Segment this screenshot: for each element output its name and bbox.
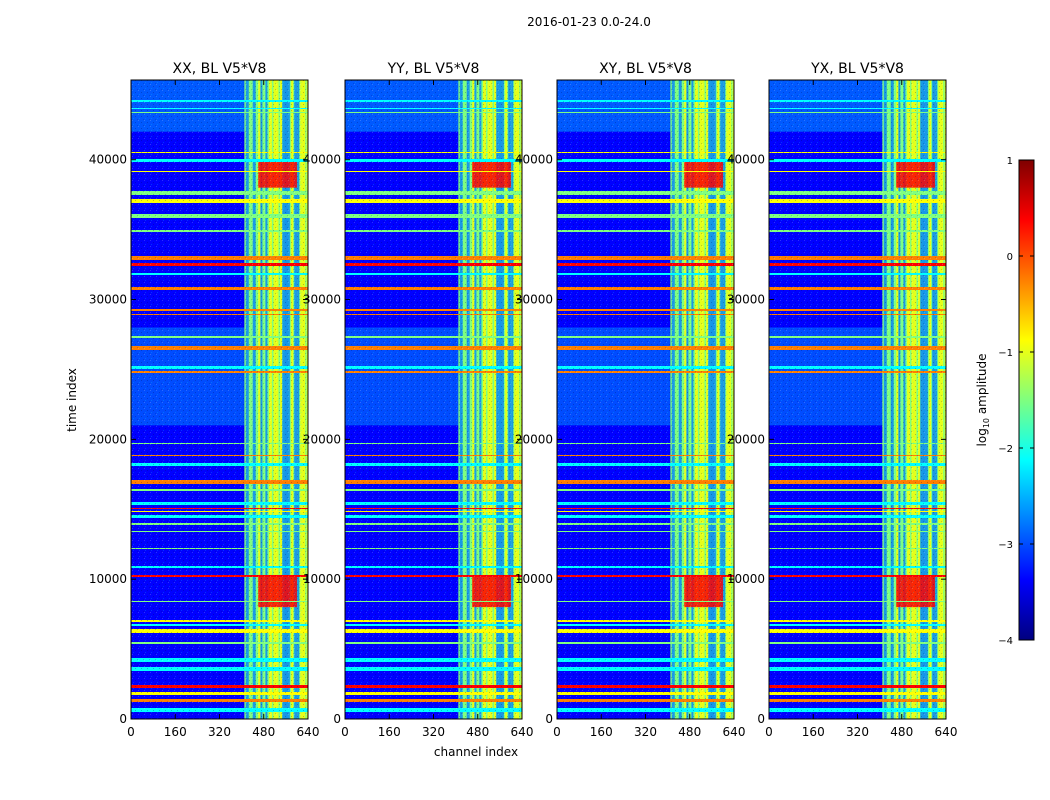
y-tick-label: 40000 (303, 153, 341, 167)
colorbar: 1 0 −1 −2 −3 −4 log10 amplitude (975, 156, 1035, 647)
heatmap-noise (769, 80, 946, 719)
x-tick-label: 320 (208, 725, 231, 739)
y-tick-label: 10000 (89, 572, 127, 586)
panel-title: XY, BL V5*V8 (599, 61, 692, 77)
y-tick-label: 30000 (89, 293, 127, 307)
y-tick-label: 0 (333, 712, 341, 726)
x-tick-label: 480 (678, 725, 701, 739)
y-tick-label: 0 (545, 712, 553, 726)
heatmap-noise (345, 80, 522, 719)
colorbar-tick-label: 0 (1007, 252, 1013, 263)
y-tick-label: 30000 (303, 293, 341, 307)
heatmap-noise (557, 80, 734, 719)
x-tick-label: 640 (297, 725, 320, 739)
x-tick-label: 0 (765, 725, 773, 739)
colorbar-tick-label: −3 (998, 540, 1013, 551)
x-tick-label: 320 (422, 725, 445, 739)
y-tick-label: 10000 (727, 572, 765, 586)
y-axis-label: time index (65, 368, 79, 432)
x-tick-label: 640 (511, 725, 534, 739)
panel-title: YY, BL V5*V8 (387, 61, 480, 77)
heatmap-noise (131, 80, 308, 719)
y-tick-label: 0 (757, 712, 765, 726)
colorbar-fill (1019, 160, 1034, 640)
colorbar-tick-label: −2 (998, 444, 1013, 455)
y-tick-label: 10000 (303, 572, 341, 586)
x-tick-label: 160 (164, 725, 187, 739)
colorbar-tick-label: 1 (1007, 156, 1013, 167)
x-tick-label: 0 (127, 725, 135, 739)
y-tick-label: 0 (119, 712, 127, 726)
heatmap-panel: YY, BL V5*V8 0 160 320 480 640 0 10000 20000 3000… (303, 61, 534, 739)
heatmap-panels: XX, BL V5*V8 0 160 320 480 640 0 10000 20000 3000… (89, 61, 958, 739)
colorbar-ticks: 1 0 −1 −2 −3 −4 (998, 156, 1034, 647)
x-tick-label: 320 (846, 725, 869, 739)
y-tick-label: 40000 (515, 153, 553, 167)
heatmap-panel: YX, BL V5*V8 0 160 320 480 640 0 10000 20000 3000… (727, 61, 958, 739)
x-tick-label: 640 (723, 725, 746, 739)
x-tick-label: 480 (890, 725, 913, 739)
y-tick-label: 20000 (515, 432, 553, 446)
x-tick-label: 480 (252, 725, 275, 739)
x-tick-label: 0 (553, 725, 561, 739)
colorbar-label: log10 amplitude (975, 354, 991, 447)
panel-title: XX, BL V5*V8 (173, 61, 267, 77)
y-tick-label: 10000 (515, 572, 553, 586)
heatmap-panel: XX, BL V5*V8 0 160 320 480 640 0 10000 20000 3000… (89, 61, 320, 739)
x-axis-label: channel index (434, 745, 518, 759)
y-tick-label: 20000 (727, 432, 765, 446)
y-tick-label: 40000 (727, 153, 765, 167)
figure-suptitle: 2016-01-23 0.0-24.0 (527, 15, 651, 29)
y-tick-label: 40000 (89, 153, 127, 167)
colorbar-tick-label: −4 (998, 636, 1013, 647)
x-tick-label: 160 (378, 725, 401, 739)
panel-title: YX, BL V5*V8 (810, 61, 904, 77)
x-tick-label: 480 (466, 725, 489, 739)
x-tick-label: 160 (590, 725, 613, 739)
colorbar-frame (1018, 159, 1035, 641)
heatmap-panel: XY, BL V5*V8 0 160 320 480 640 0 10000 20000 3000… (515, 61, 746, 739)
x-tick-label: 160 (802, 725, 825, 739)
x-tick-label: 0 (341, 725, 349, 739)
y-tick-label: 30000 (727, 293, 765, 307)
y-tick-label: 30000 (515, 293, 553, 307)
x-tick-label: 640 (935, 725, 958, 739)
x-tick-label: 320 (634, 725, 657, 739)
colorbar-tick-label: −1 (998, 348, 1013, 359)
y-tick-label: 20000 (303, 432, 341, 446)
y-tick-label: 20000 (89, 432, 127, 446)
